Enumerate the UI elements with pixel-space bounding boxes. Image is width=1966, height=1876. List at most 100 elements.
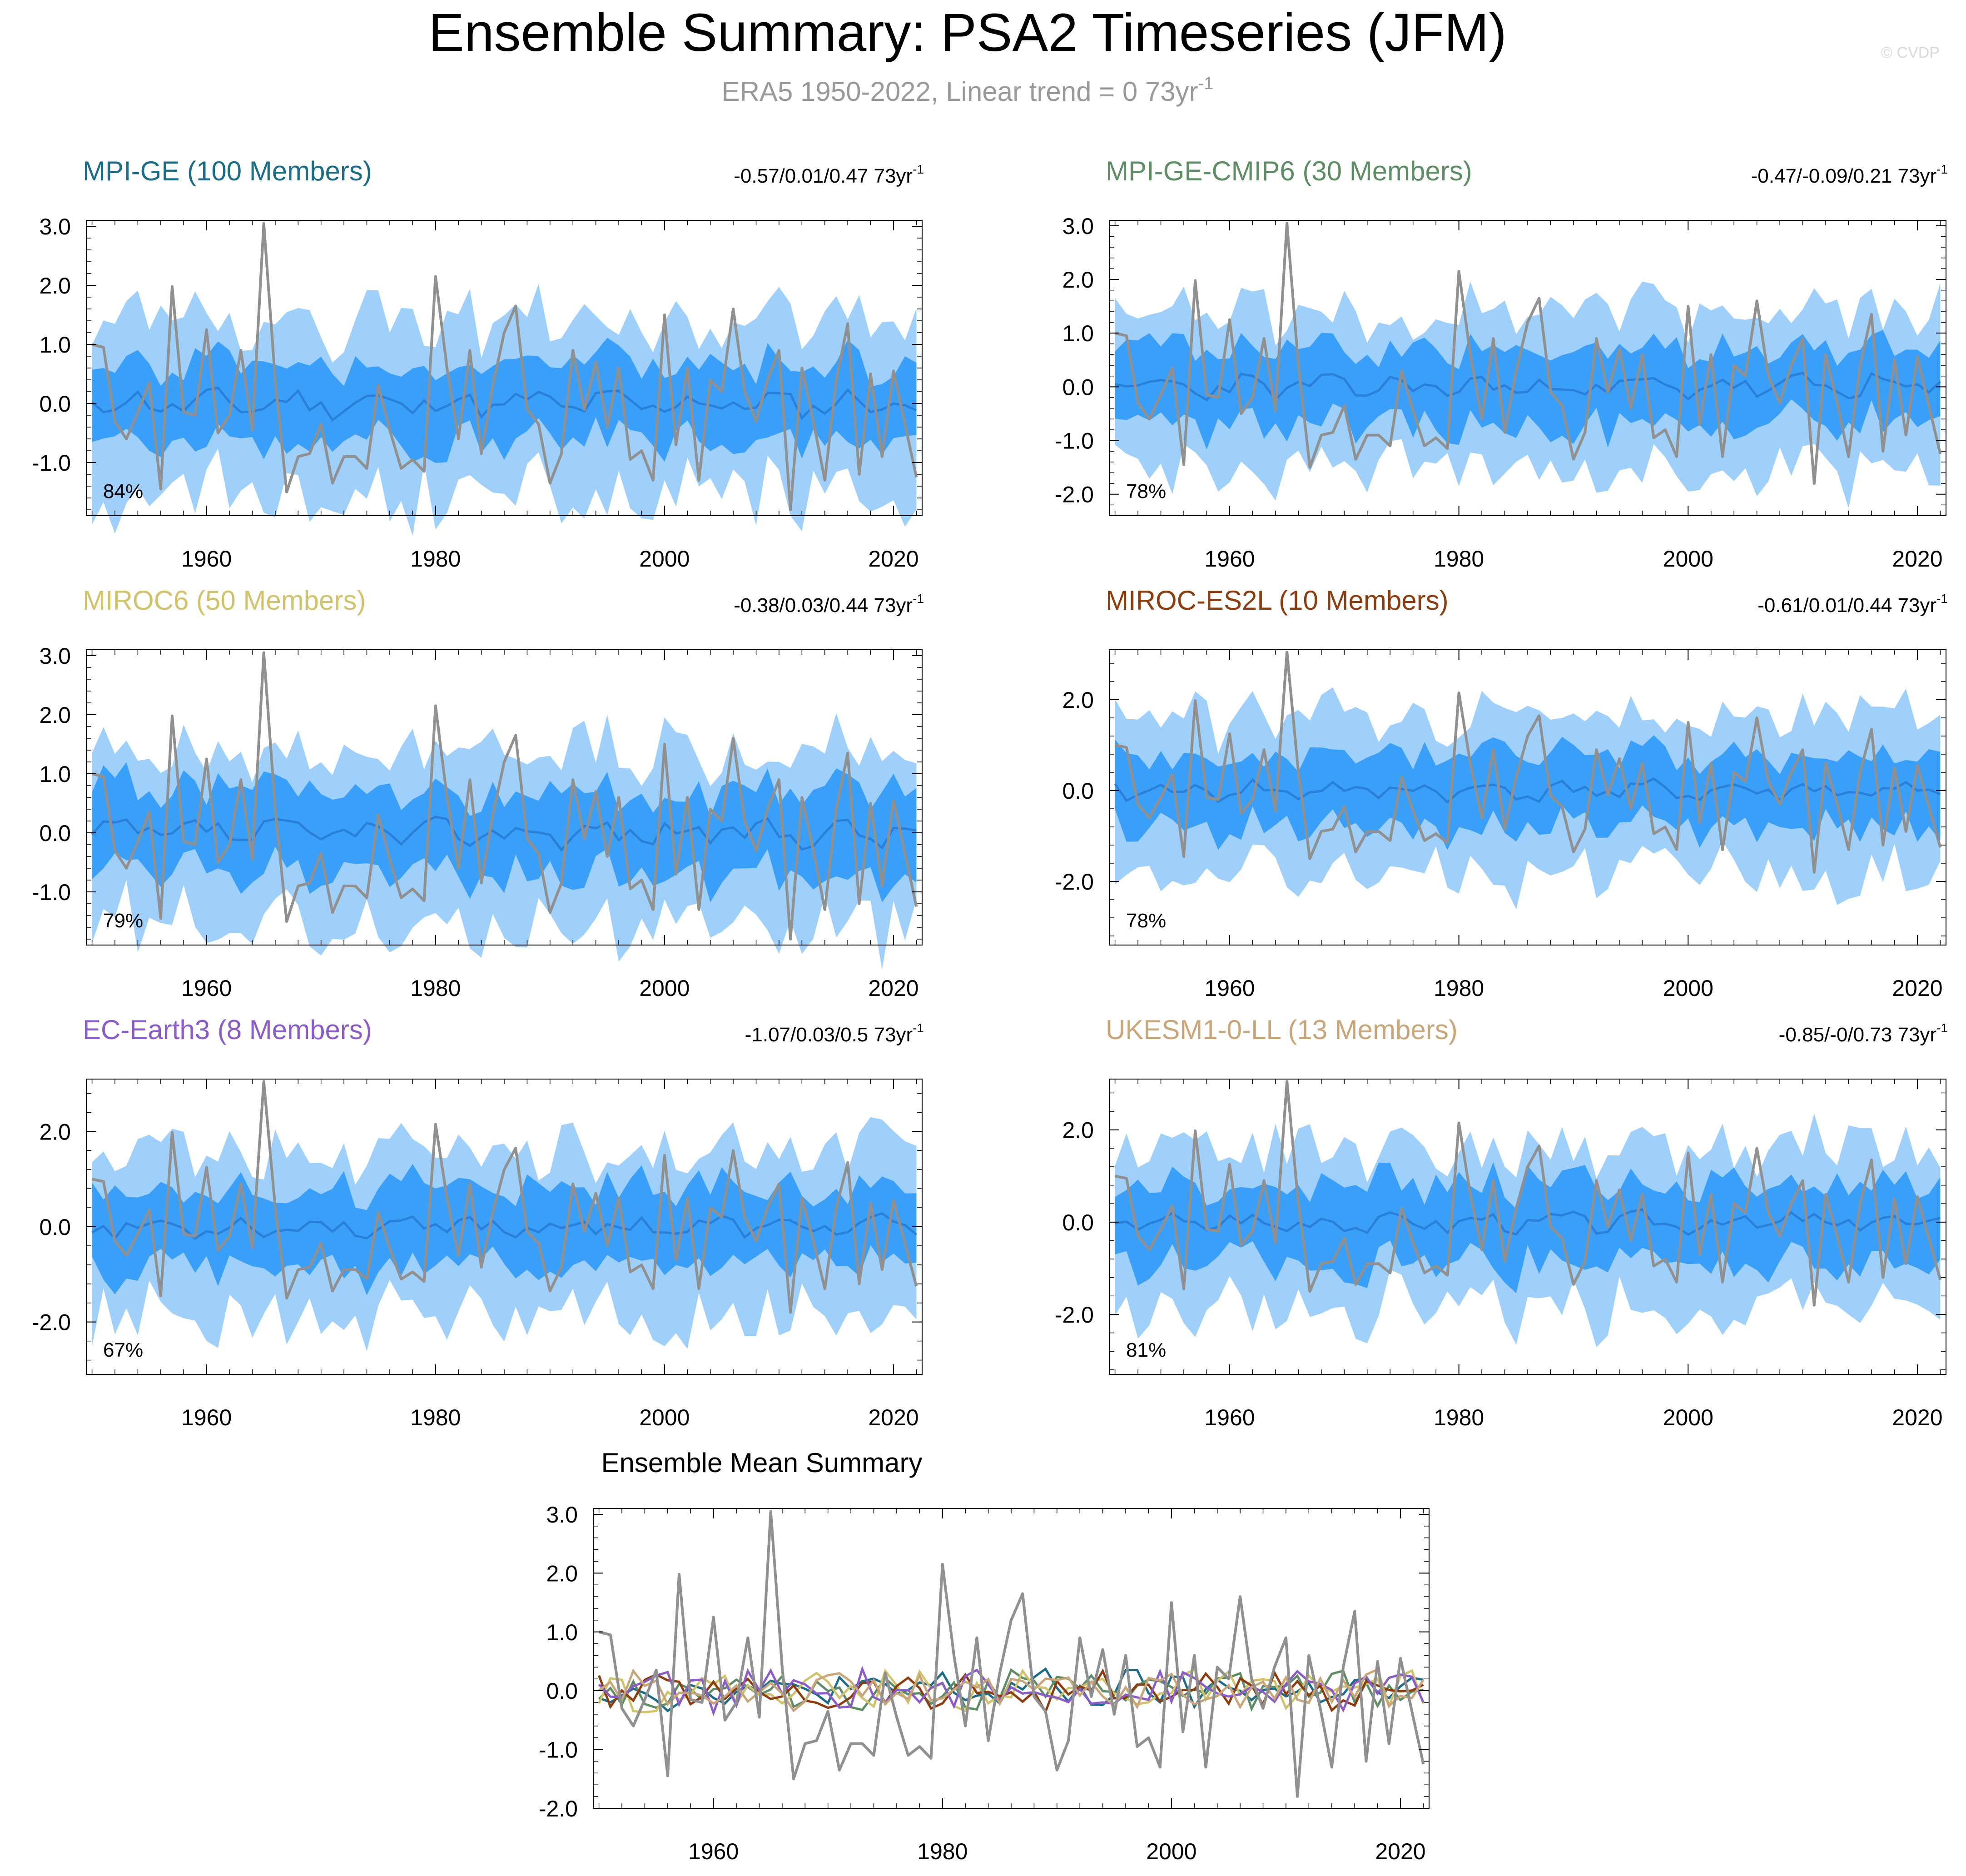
- summary-model-line-3: [598, 1668, 1424, 1715]
- miroc6-50-members-ytick-label: 0.0: [39, 821, 71, 846]
- ec-earth3-8-members-ytick-label: -2.0: [32, 1310, 71, 1335]
- ec-earth3-8-members-trend-exponent: -1: [913, 1021, 924, 1035]
- ec-earth3-8-members-xtick-label: 1960: [181, 1405, 232, 1430]
- summary-ytick-label: 3.0: [546, 1502, 578, 1528]
- mpi-ge-cmip6-30-members-ytick-label: 2.0: [1062, 267, 1094, 293]
- mpi-ge-cmip6-30-members-ytick-label: 0.0: [1062, 374, 1094, 400]
- ec-earth3-8-members-ytick-label: 0.0: [39, 1214, 71, 1240]
- mpi-ge-cmip6-30-members-xtick-label: 1960: [1204, 546, 1255, 572]
- summary-xtick-label: 1960: [688, 1839, 739, 1864]
- ec-earth3-8-members-obs-line: [91, 1080, 918, 1314]
- mpi-ge-100-members-inner-spread-band: [92, 338, 917, 463]
- ec-earth3-8-members-ytick-label: 2.0: [39, 1119, 71, 1145]
- miroc-es2l-10-members-xtick-label: 1980: [1434, 975, 1484, 1001]
- subtitle-text: ERA5 1950-2022, Linear trend = 0 73yr: [722, 76, 1198, 107]
- miroc-es2l-10-members-xtick-label: 2020: [1892, 975, 1942, 1001]
- summary-model-line-5: [598, 1667, 1425, 1712]
- summary-ytick-label: 2.0: [546, 1561, 578, 1586]
- miroc6-50-members-ytick-label: 1.0: [39, 761, 71, 787]
- mpi-ge-100-members-xtick-label: 2020: [868, 546, 918, 572]
- mpi-ge-cmip6-30-members-ytick-label: -1.0: [1055, 428, 1094, 454]
- ukesm1-0-ll-13-members-obs-line: [1115, 1080, 1942, 1307]
- mpi-ge-cmip6-30-members-trend-exponent: -1: [1936, 162, 1948, 176]
- miroc-es2l-10-members-inner-spread-band: [1115, 735, 1941, 850]
- mpi-ge-cmip6-30-members-xtick-label: 2020: [1892, 546, 1942, 572]
- mpi-ge-100-members-obs-line: [91, 222, 918, 511]
- miroc6-50-members-xtick-label: 1960: [181, 975, 232, 1001]
- summary-ytick-label: 0.0: [546, 1678, 578, 1704]
- mpi-ge-100-members-ytick-label: -1.0: [32, 450, 71, 476]
- ukesm1-0-ll-13-members-ytick-label: -2.0: [1055, 1302, 1094, 1328]
- summary-obs-line: [598, 1510, 1425, 1798]
- ukesm1-0-ll-13-members-ensemble-mean-line: [1115, 1208, 1941, 1236]
- miroc-es2l-10-members-ensemble-mean-line: [1114, 777, 1941, 804]
- panel-miroc-es2l: 2.0 0.0 -2.0 1960 1980 2000 2020 MIROC-ES2L (10…: [1055, 585, 1948, 1001]
- summary-model-line-0: [598, 1667, 1424, 1712]
- miroc6-50-members-ytick-label: -1.0: [32, 880, 71, 905]
- ec-earth3-8-members-xtick-label: 1980: [410, 1405, 461, 1430]
- summary-panel-title: Ensemble Mean Summary: [601, 1448, 923, 1478]
- panel-ec-earth3: 2.0 0.0 -2.0 1960 1980 2000 2020 EC-Earth3 (8 M…: [32, 1015, 924, 1430]
- ukesm1-0-ll-13-members-inner-spread-band: [1115, 1162, 1941, 1294]
- mpi-ge-cmip6-30-members-ensemble-mean-line: [1115, 372, 1941, 402]
- mpi-ge-100-members-ytick-label: 2.0: [39, 273, 71, 299]
- miroc6-50-members-ytick-label: 2.0: [39, 702, 71, 728]
- ukesm1-0-ll-13-members-panel-title: UKESM1-0-LL (13 Members): [1106, 1015, 1458, 1045]
- ec-earth3-8-members-trend-label: -1.07/0.03/0.5 73yr-1: [745, 1021, 924, 1046]
- summary-ytick-label: -1.0: [539, 1737, 578, 1763]
- ec-earth3-8-members-inner-spread-band: [92, 1164, 917, 1295]
- miroc6-50-members-ytick-label: 3.0: [39, 643, 71, 669]
- watermark: © CVDP: [1881, 44, 1940, 61]
- mpi-ge-100-members-trend-label: -0.57/0.01/0.47 73yr-1: [734, 162, 924, 187]
- miroc6-50-members-trend-label: -0.38/0.03/0.44 73yr-1: [734, 592, 924, 617]
- miroc6-50-members-obs-line: [91, 651, 918, 940]
- mpi-ge-cmip6-30-members-ytick-label: 1.0: [1062, 321, 1094, 346]
- miroc6-50-members-trend-text: -0.38/0.03/0.44 73yr: [734, 594, 913, 617]
- ec-earth3-8-members-xtick-label: 2000: [639, 1405, 690, 1430]
- mpi-ge-100-members-panel-title: MPI-GE (100 Members): [83, 156, 372, 186]
- miroc-es2l-10-members-ytick-label: 0.0: [1062, 778, 1094, 804]
- panel-ukesm1-0-ll: 2.0 0.0 -2.0 1960 1980 2000 2020 UKESM1-0-LL (1…: [1055, 1015, 1948, 1430]
- mpi-ge-100-members-ensemble-mean-line: [91, 386, 917, 422]
- miroc6-50-members-trend-exponent: -1: [913, 592, 924, 606]
- panel-mpi-ge: 3.0 2.0 1.0 0.0 -1.0 1960 1980 2000 2020 MPI-GE (…: [32, 156, 924, 572]
- subtitle-exponent: -1: [1198, 74, 1214, 93]
- miroc-es2l-10-members-obs-line: [1115, 651, 1942, 874]
- miroc6-50-members-panel-title: MIROC6 (50 Members): [83, 585, 366, 616]
- mpi-ge-100-members-trend-text: -0.57/0.01/0.47 73yr: [734, 165, 913, 187]
- panel-miroc6: 3.0 2.0 1.0 0.0 -1.0 1960 1980 2000 2020 MIROC6 (…: [32, 585, 924, 1001]
- panel-mpi-ge-cmip6: 3.0 2.0 1.0 0.0 -1.0 -2.0 1960 1980 2000 2020 MPI-…: [1055, 156, 1948, 572]
- miroc6-50-members-xtick-label: 1980: [410, 975, 461, 1001]
- summary-ytick-label: -2.0: [539, 1796, 578, 1821]
- ukesm1-0-ll-13-members-ytick-label: 2.0: [1062, 1118, 1094, 1143]
- miroc-es2l-10-members-xtick-label: 1960: [1204, 975, 1255, 1001]
- miroc-es2l-10-members-ytick-label: -2.0: [1055, 869, 1094, 895]
- panel-ensemble-mean-summary: 3.0 2.0 1.0 0.0 -1.0 -2.0 1960 1980 2000 2020 Ense…: [539, 1448, 1430, 1864]
- ukesm1-0-ll-13-members-ytick-label: 0.0: [1062, 1210, 1094, 1235]
- ec-earth3-8-members-panel-title: EC-Earth3 (8 Members): [83, 1015, 372, 1045]
- mpi-ge-100-members-percent-label: 84%: [103, 480, 143, 503]
- mpi-ge-cmip6-30-members-ytick-label: -2.0: [1055, 482, 1094, 508]
- subtitle: ERA5 1950-2022, Linear trend = 0 73yr-1: [722, 74, 1214, 107]
- mpi-ge-100-members-xtick-label: 2000: [639, 546, 690, 572]
- miroc6-50-members-percent-label: 79%: [103, 910, 143, 932]
- summary-model-line-4: [598, 1666, 1425, 1717]
- ukesm1-0-ll-13-members-percent-label: 81%: [1126, 1339, 1166, 1361]
- mpi-ge-cmip6-30-members-xtick-label: 1980: [1434, 546, 1484, 572]
- mpi-ge-cmip6-30-members-inner-spread-band: [1115, 330, 1941, 450]
- mpi-ge-cmip6-30-members-xtick-label: 2000: [1663, 546, 1713, 572]
- miroc-es2l-10-members-panel-title: MIROC-ES2L (10 Members): [1106, 585, 1449, 616]
- ec-earth3-8-members-trend-text: -1.07/0.03/0.5 73yr: [745, 1024, 913, 1046]
- mpi-ge-100-members-ytick-label: 1.0: [39, 332, 71, 358]
- summary-ytick-label: 1.0: [546, 1620, 578, 1645]
- miroc-es2l-10-members-ytick-label: 2.0: [1062, 687, 1094, 713]
- miroc-es2l-10-members-trend-label: -0.61/0.01/0.44 73yr-1: [1757, 592, 1948, 617]
- main-title: Ensemble Summary: PSA2 Timeseries (JFM): [428, 3, 1507, 63]
- mpi-ge-cmip6-30-members-obs-line: [1114, 221, 1942, 485]
- mpi-ge-100-members-trend-exponent: -1: [913, 162, 924, 176]
- mpi-ge-cmip6-30-members-percent-label: 78%: [1126, 480, 1166, 503]
- ukesm1-0-ll-13-members-trend-text: -0.85/-0/0.73 73yr: [1779, 1024, 1936, 1046]
- ukesm1-0-ll-13-members-xtick-label: 1960: [1204, 1405, 1255, 1430]
- mpi-ge-cmip6-30-members-trend-text: -0.47/-0.09/0.21 73yr: [1751, 165, 1936, 187]
